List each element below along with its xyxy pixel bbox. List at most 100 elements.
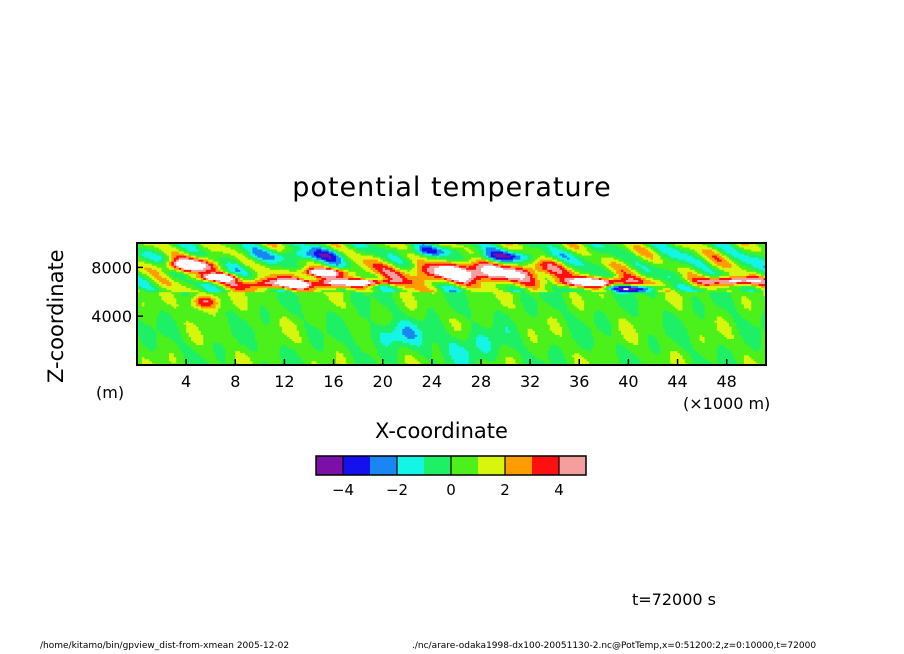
field-cell	[183, 314, 187, 317]
field-cell	[176, 312, 180, 315]
field-cell	[161, 342, 165, 346]
field-cell	[161, 295, 165, 299]
field-cell	[168, 342, 172, 346]
field-cell	[166, 310, 170, 313]
field-cell	[141, 314, 145, 317]
field-cell	[141, 281, 145, 285]
field-cell	[186, 360, 189, 364]
field-cell	[173, 281, 177, 285]
field-cell	[137, 275, 140, 278]
field-cell	[171, 253, 175, 256]
field-cell	[139, 271, 143, 274]
field-cell	[139, 358, 143, 362]
field-cell	[171, 281, 175, 285]
field-cell	[141, 275, 145, 278]
field-cell	[156, 261, 160, 264]
field-cell	[149, 245, 153, 248]
field-cell	[173, 287, 177, 291]
field-cell	[139, 283, 143, 287]
field-cell	[137, 310, 140, 313]
field-cell	[149, 283, 153, 287]
field-cell	[149, 340, 153, 344]
field-cell	[181, 269, 185, 272]
field-cell	[156, 273, 160, 276]
field-cell	[171, 259, 175, 262]
field-cell	[181, 338, 185, 341]
field-cell	[171, 291, 175, 295]
field-cell	[173, 334, 177, 337]
field-cell	[154, 350, 158, 354]
field-cell	[181, 330, 185, 333]
field-cell	[181, 356, 185, 360]
field-cell	[178, 348, 182, 352]
field-cell	[161, 249, 165, 252]
field-cell	[141, 360, 145, 364]
field-cell	[164, 289, 167, 293]
field-cell	[173, 279, 177, 283]
field-cell	[173, 261, 177, 264]
field-cell	[176, 279, 180, 283]
field-cell	[176, 306, 180, 309]
field-cell	[164, 265, 167, 268]
field-cell	[176, 310, 180, 313]
field-cell	[161, 316, 165, 319]
field-cell	[159, 299, 162, 303]
field-cell	[181, 267, 185, 270]
field-cell	[178, 358, 182, 362]
field-cell	[139, 293, 143, 297]
field-cell	[149, 273, 153, 276]
field-cell	[156, 338, 160, 341]
field-cell	[144, 287, 148, 291]
field-cell	[156, 251, 160, 254]
field-cell	[146, 304, 150, 307]
field-cell	[154, 332, 158, 335]
field-cell	[164, 249, 167, 252]
field-cell	[168, 328, 172, 331]
field-cell	[149, 316, 153, 319]
field-cell	[149, 263, 153, 266]
field-cell	[171, 249, 175, 252]
field-cell	[149, 334, 153, 337]
field-cell	[178, 283, 182, 287]
field-cell	[164, 257, 167, 260]
field-cell	[144, 279, 148, 283]
field-cell	[164, 342, 167, 346]
field-cell	[176, 283, 180, 287]
field-cell	[144, 281, 148, 285]
field-cell	[168, 279, 172, 283]
field-cell	[137, 334, 140, 337]
field-cell	[156, 318, 160, 321]
field-cell	[149, 328, 153, 331]
field-cell	[137, 330, 140, 333]
field-cell	[176, 255, 180, 258]
field-cell	[178, 340, 182, 344]
field-cell	[183, 330, 187, 333]
field-cell	[159, 275, 162, 278]
field-cell	[171, 316, 175, 319]
field-cell	[176, 314, 180, 317]
field-cell	[186, 358, 189, 362]
field-cell	[146, 277, 150, 280]
field-cell	[146, 267, 150, 270]
field-cell	[146, 243, 150, 246]
field-cell	[139, 281, 143, 285]
field-cell	[139, 320, 143, 323]
field-cell	[159, 249, 162, 252]
field-cell	[154, 314, 158, 317]
field-cell	[154, 289, 158, 293]
field-cell	[164, 299, 167, 303]
field-cell	[139, 265, 143, 268]
field-cell	[178, 336, 182, 339]
field-cell	[166, 247, 170, 250]
field-cell	[168, 297, 172, 301]
field-cell	[176, 257, 180, 260]
field-cell	[151, 251, 155, 254]
field-cell	[178, 293, 182, 297]
field-cell	[166, 324, 170, 327]
field-cell	[171, 356, 175, 360]
field-cell	[141, 356, 145, 360]
field-cell	[139, 255, 143, 258]
field-cell	[171, 330, 175, 333]
field-cell	[141, 267, 145, 270]
field-cell	[166, 289, 170, 293]
